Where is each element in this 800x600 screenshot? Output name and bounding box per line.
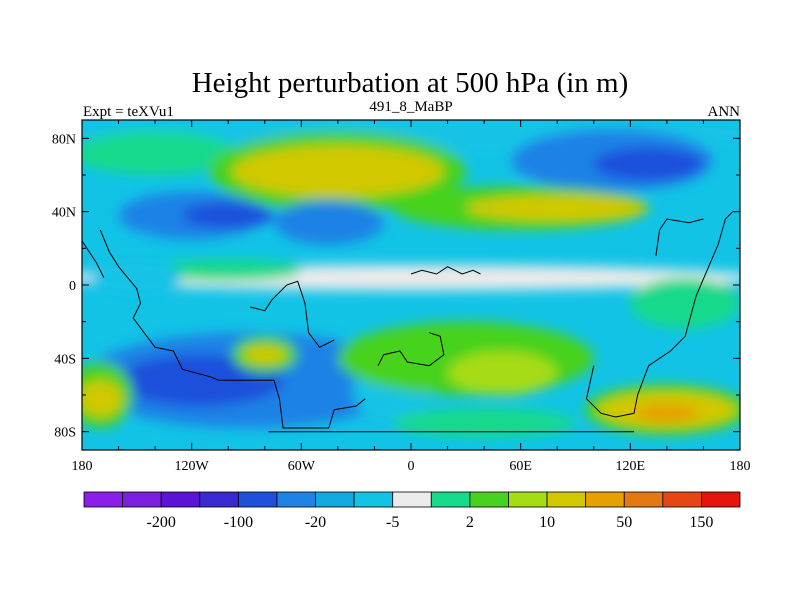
- field-region-west-pacific-green: [630, 277, 740, 329]
- colorbar-label-1: -100: [224, 514, 253, 531]
- colorbar-box-4: [237, 491, 278, 508]
- x-tick-label-1: 120W: [175, 459, 210, 474]
- field-region-southern-indian-green: [392, 407, 576, 438]
- colorbar-box-14: [623, 491, 664, 508]
- field-region-tropical-cyan-west: [91, 261, 183, 295]
- colorbar-label-0: -200: [147, 514, 176, 531]
- y-tick-label-1: 40N: [52, 206, 76, 221]
- colorbar-box-15: [662, 491, 702, 508]
- field-region-north-pacific-green: [82, 131, 238, 175]
- x-tick-label-4: 60E: [509, 459, 532, 474]
- x-axis: 180 120W 60W 0 60E 120E 180: [72, 120, 751, 474]
- coastline-segment-0: [99, 229, 366, 429]
- field-region-indian-ocean-yellow: [447, 351, 558, 395]
- colorbar-label-4: 2: [466, 514, 474, 531]
- field-region-eurasia-ridge-yellow: [465, 195, 649, 221]
- experiment-label: Expt = teXVu1: [83, 104, 174, 120]
- coastlines: [82, 211, 734, 433]
- field-region-siberia-low-core: [593, 147, 704, 181]
- field-region-australia-high-orange: [633, 404, 700, 423]
- colorbar-box-3: [199, 491, 239, 508]
- colorbar-label-5: 10: [539, 514, 555, 531]
- coastline-segment-6: [655, 218, 704, 256]
- coastline-segment-1: [250, 280, 335, 348]
- colorbar-label-7: 150: [689, 514, 713, 531]
- x-tick-label-6: 180: [730, 459, 751, 474]
- y-tick-label-2: 0: [69, 279, 76, 294]
- colorbar-label-3: -5: [386, 514, 399, 531]
- colorbar-label-6: 50: [616, 514, 632, 531]
- colorbar-box-13: [585, 491, 625, 508]
- y-tick-label-3: 40S: [54, 352, 76, 367]
- x-tick-label-5: 120E: [616, 459, 646, 474]
- colorbar-box-6: [315, 491, 355, 508]
- field-region-mid-atlantic-blue: [273, 200, 384, 245]
- colorbar-box-2: [160, 491, 201, 508]
- colorbar-box-16: [701, 491, 741, 508]
- colorbar-box-1: [122, 491, 162, 508]
- field-region-southern-ocean-west-yellow: [82, 380, 123, 417]
- y-tick-label-0: 80N: [52, 132, 76, 147]
- coastline-segment-5: [585, 211, 734, 418]
- contour-field: [82, 120, 740, 438]
- x-tick-label-2: 60W: [288, 459, 316, 474]
- colorbar-box-10: [469, 491, 509, 508]
- coastline-segment-7: [82, 240, 105, 278]
- coastline-segment-2: [377, 332, 445, 367]
- colorbar-box-7: [353, 491, 394, 508]
- colorbar-box-5: [276, 491, 316, 508]
- case-label: 491_8_MaBP: [369, 99, 452, 115]
- map-plot-area: 180 120W 60W 0 60E 120E 180 80N 40N 0 40S 80S: [52, 119, 751, 474]
- season-label: ANN: [708, 104, 741, 120]
- colorbar-box-11: [508, 491, 548, 508]
- colorbar-box-12: [546, 491, 587, 508]
- field-region-north-america-low-core: [182, 202, 274, 229]
- y-tick-label-4: 80S: [54, 426, 76, 441]
- coastline-segment-3: [410, 266, 481, 275]
- colorbar: -200 -100 -20 -5 2 10 50 150: [83, 491, 741, 531]
- colorbar-box-8: [392, 491, 432, 508]
- field-region-tropical-green-west: [155, 259, 302, 282]
- field-region-north-atlantic-high-yellow: [231, 145, 444, 197]
- x-tick-label-3: 0: [408, 459, 415, 474]
- y-axis: 80N 40N 0 40S 80S: [52, 132, 740, 441]
- chart-title: Height perturbation at 500 hPa (in m): [192, 67, 629, 99]
- colorbar-label-2: -20: [305, 514, 326, 531]
- x-tick-label-0: 180: [72, 459, 93, 474]
- colorbar-box-9: [430, 491, 471, 508]
- field-region-south-pacific-yellow: [242, 345, 287, 364]
- colorbar-box-0: [83, 491, 123, 508]
